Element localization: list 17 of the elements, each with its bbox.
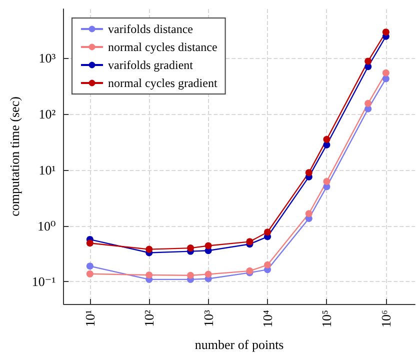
x-axis-title: number of points — [194, 337, 284, 352]
legend-label: varifolds gradient — [108, 58, 194, 72]
y-axis-title: computation time (sec) — [7, 96, 22, 216]
y-tick-label: 10³ — [38, 50, 56, 66]
x-tick-label: 10⁴ — [260, 310, 276, 328]
y-tick-label: 10¹ — [38, 162, 56, 178]
legend-label: normal cycles gradient — [108, 76, 218, 90]
x-tick-label: 10¹ — [82, 310, 98, 327]
x-tick-label: 10⁵ — [319, 310, 334, 328]
y-tick-label: 10⁻¹ — [32, 274, 56, 290]
x-tick-label: 10⁶ — [378, 310, 394, 328]
legend-label: normal cycles distance — [108, 40, 218, 54]
x-tick-label: 10³ — [200, 310, 216, 327]
legend-label: varifolds distance — [108, 22, 193, 36]
y-tick-label: 10⁰ — [37, 218, 56, 234]
x-tick-label: 10² — [142, 310, 157, 327]
y-tick-label: 10² — [38, 106, 56, 122]
